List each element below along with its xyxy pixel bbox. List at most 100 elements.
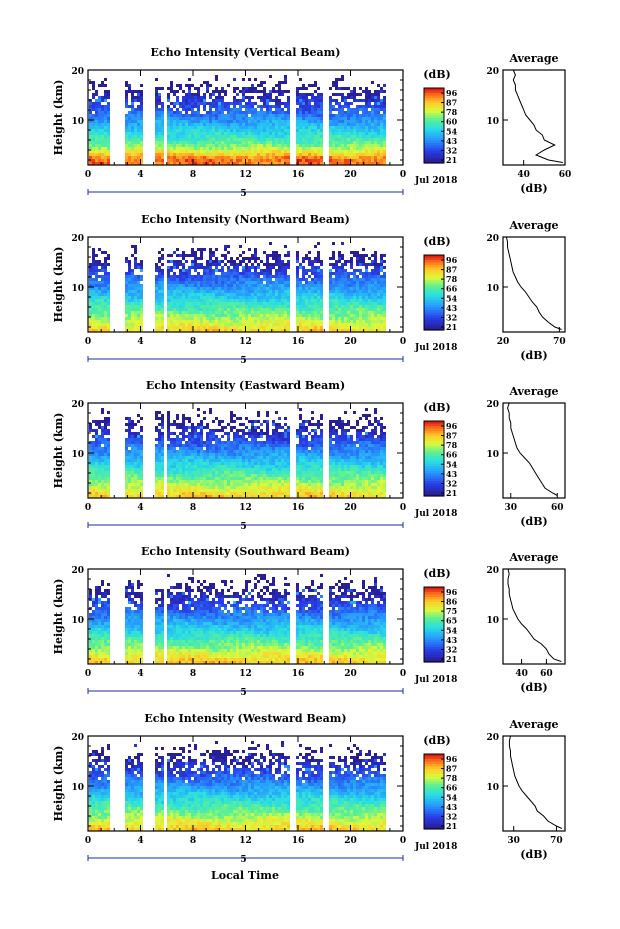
heatmap-cell	[188, 105, 191, 108]
heatmap-cell	[245, 266, 248, 269]
heatmap-cell	[194, 99, 197, 102]
heatmap-cell	[350, 278, 353, 281]
heatmap-cell	[161, 495, 164, 498]
heatmap-cell	[155, 326, 158, 329]
heatmap-cell	[362, 299, 365, 302]
heatmap-cell	[92, 308, 95, 311]
heatmap-cell	[284, 138, 287, 141]
heatmap-cell	[185, 417, 188, 420]
heatmap-cell	[278, 263, 281, 266]
heatmap-cell	[101, 441, 104, 444]
heatmap-cell	[314, 96, 317, 99]
heatmap-cell	[320, 147, 323, 150]
heatmap-cell	[191, 423, 194, 426]
heatmap-cell	[194, 159, 197, 162]
heatmap-cell	[182, 266, 185, 269]
heatmap-cell	[188, 305, 191, 308]
heatmap-cell	[335, 311, 338, 314]
heatmap-cell	[134, 423, 137, 426]
heatmap-cell	[182, 323, 185, 326]
heatmap-cell	[236, 144, 239, 147]
heatmap-cell	[377, 123, 380, 126]
colorbar-tick-label: 96	[446, 88, 458, 98]
heatmap-cell	[95, 317, 98, 320]
heatmap-cell	[380, 156, 383, 159]
heatmap-cell	[182, 102, 185, 105]
heatmap-cell	[215, 162, 218, 165]
heatmap-cell	[182, 141, 185, 144]
heatmap-cell	[296, 117, 299, 120]
heatmap-cell	[377, 132, 380, 135]
heatmap-cell	[329, 156, 332, 159]
heatmap-cell	[200, 275, 203, 278]
heatmap-cell	[278, 326, 281, 329]
heatmap-cell	[317, 144, 320, 147]
heatmap-cell	[191, 278, 194, 281]
heatmap-cell	[356, 153, 359, 156]
heatmap-cell	[365, 108, 368, 111]
heatmap-cell	[380, 326, 383, 329]
heatmap-cell	[161, 114, 164, 117]
heatmap-cell	[314, 281, 317, 284]
heatmap-cell	[209, 162, 212, 165]
heatmap-cell	[338, 326, 341, 329]
heatmap-cell	[188, 302, 191, 305]
heatmap-cell	[281, 278, 284, 281]
heatmap-cell	[251, 90, 254, 93]
heatmap-cell	[167, 423, 170, 426]
heatmap-cell	[107, 462, 110, 465]
heatmap-cell	[212, 269, 215, 272]
heatmap-cell	[263, 296, 266, 299]
heatmap-cell	[167, 281, 170, 284]
heatmap-cell	[176, 317, 179, 320]
heatmap-cell	[158, 462, 161, 465]
colorbar-segment	[424, 148, 444, 152]
heatmap-cell	[344, 135, 347, 138]
heatmap-cell	[107, 438, 110, 441]
heatmap-cell	[287, 290, 290, 293]
heatmap-cell	[197, 144, 200, 147]
heatmap-cell	[296, 299, 299, 302]
heatmap-cell	[320, 123, 323, 126]
heatmap-cell	[197, 138, 200, 141]
heatmap-cell	[344, 299, 347, 302]
heatmap-cell	[137, 147, 140, 150]
heatmap-cell	[374, 272, 377, 275]
heatmap-cell	[347, 87, 350, 90]
profile-x-tick-label: 70	[553, 337, 566, 347]
heatmap-cell	[140, 314, 143, 317]
heatmap-cell	[332, 266, 335, 269]
heatmap-cell	[170, 444, 173, 447]
heatmap-cell	[308, 129, 311, 132]
heatmap-cell	[167, 278, 170, 281]
heatmap-cell	[176, 414, 179, 417]
heatmap-cell	[194, 438, 197, 441]
heatmap-cell	[155, 147, 158, 150]
heatmap-cell	[296, 290, 299, 293]
heatmap-cell	[104, 423, 107, 426]
heatmap-cell	[302, 156, 305, 159]
heatmap-cell	[314, 123, 317, 126]
heatmap-cell	[308, 287, 311, 290]
heatmap-cell	[347, 278, 350, 281]
heatmap-cell	[287, 99, 290, 102]
heatmap-cell	[158, 114, 161, 117]
heatmap-cell	[131, 323, 134, 326]
colorbar-segment	[424, 255, 444, 259]
heatmap-cell	[215, 129, 218, 132]
heatmap-cell	[380, 275, 383, 278]
heatmap-cell	[356, 123, 359, 126]
heatmap-cell	[263, 87, 266, 90]
heatmap-cell	[191, 429, 194, 432]
heatmap-cell	[215, 108, 218, 111]
heatmap-cell	[305, 135, 308, 138]
heatmap-cell	[251, 135, 254, 138]
heatmap-cell	[161, 320, 164, 323]
heatmap-cell	[185, 138, 188, 141]
heatmap-cell	[185, 426, 188, 429]
heatmap-cell	[320, 317, 323, 320]
heatmap-cell	[269, 90, 272, 93]
heatmap-cell	[89, 480, 92, 483]
heatmap-cell	[167, 420, 170, 423]
heatmap-cell	[161, 414, 164, 417]
